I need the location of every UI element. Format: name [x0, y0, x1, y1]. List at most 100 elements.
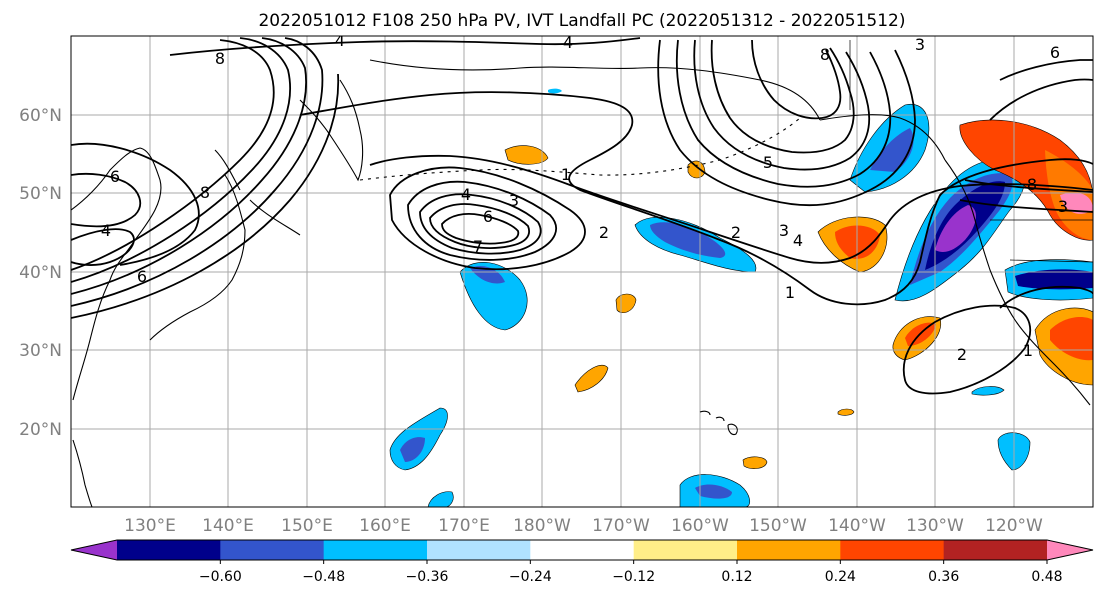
pv-label: 4: [563, 33, 573, 52]
colorbar-segment: [840, 540, 945, 560]
pv-contour-canada-6: [999, 59, 1093, 81]
colorbar-extend-low: [71, 540, 117, 560]
pv-contour-low-7: [441, 212, 520, 245]
pv-contour-low-3: [389, 166, 586, 271]
pv-contour-canada-4: [964, 179, 1093, 193]
colorbar-tick-label: 0.24: [825, 569, 856, 585]
pv-label: 8: [1027, 175, 1037, 194]
coastlines: [71, 40, 1093, 507]
pv-label: 3: [509, 191, 519, 210]
shade-positive-california-core: [1050, 317, 1093, 361]
pv-contour-labels: 4 4 8 6 8 4 6 8 3 4 6 7 3 2 1 2 3 4 5 1 …: [101, 31, 1068, 364]
pv-label: 2: [731, 223, 741, 242]
pv-label: 2: [599, 223, 609, 242]
colorbar-segment: [943, 540, 1048, 560]
pv-contour-ridge-2: [902, 304, 1032, 395]
colorbar-segment: [737, 540, 841, 560]
lat-label-30n: 30°N: [19, 341, 62, 361]
colorbar-segment: [427, 540, 531, 560]
colorbar-tick-label: −0.60: [199, 569, 242, 585]
pv-label: 4: [461, 185, 471, 204]
pv-label: 1: [561, 165, 571, 184]
pv-label: 4: [793, 231, 803, 250]
coast-japan: [149, 174, 246, 341]
pv-label: 6: [110, 167, 120, 186]
pv-label: 8: [820, 45, 830, 64]
colorbar-tick-label: −0.12: [612, 569, 655, 585]
colorbar-segment: [220, 540, 325, 560]
colorbar-segment: [117, 540, 221, 560]
pv-contour-canada-5: [989, 78, 1093, 121]
pv-label: 1: [1023, 341, 1033, 360]
pv-contour-asia-8: [71, 142, 200, 266]
colorbar-outline: [70, 539, 1094, 561]
pv-contour-trough-3: [657, 39, 916, 207]
colorbar-tick-label: −0.24: [509, 569, 552, 585]
pv-contour-low-5: [419, 193, 542, 255]
coast-kamchatka: [299, 79, 364, 182]
pv-label: 6: [137, 267, 147, 286]
shade-positive-150w-15n: [742, 456, 768, 469]
colorbar-segment: [530, 540, 635, 560]
colorbar-tick-label: −0.36: [406, 569, 449, 585]
coast-us-border: [849, 40, 1093, 263]
pv-label: 3: [915, 35, 925, 54]
pv-label: 3: [779, 221, 789, 240]
colorbar-tick-label: 0.36: [928, 569, 959, 585]
pv-contour-trough-5: [693, 39, 871, 171]
pv-contour-pacific-1: [299, 91, 1093, 306]
pv-label: 6: [483, 207, 493, 226]
pv-contour-trough-8: [751, 39, 842, 120]
pv-label: 2: [957, 345, 967, 364]
coast-hawaii: [699, 410, 738, 436]
colorbar-segment: [633, 540, 738, 560]
colorbar-tick-label: 0.48: [1031, 569, 1062, 585]
shade-positive-170w-25n: [574, 364, 609, 393]
map-panel: 4 4 8 6 8 4 6 8 3 4 6 7 3 2 1 2 3 4 5 1 …: [71, 31, 1093, 507]
shade-negative-125w-25n: [971, 386, 1005, 396]
gridlines: [71, 36, 1093, 507]
coast-north-america: [944, 159, 1091, 406]
pv-label: 4: [335, 31, 345, 50]
pv-contour-trough-4: [675, 39, 892, 188]
colorbar-tick-label: −0.48: [302, 569, 345, 585]
lon-label-140w: 140°W: [828, 516, 886, 536]
shade-negative-160e-20n-core: [400, 437, 425, 462]
shade-negative-170e: [459, 262, 528, 331]
colorbar: −0.60 −0.48 −0.36 −0.24 −0.12 0.12 0.24 0.36 0.4…: [70, 539, 1094, 585]
lat-label-20n: 20°N: [19, 420, 62, 440]
pv-contour-jet-3: [71, 37, 307, 295]
colorbar-segment: [323, 540, 428, 560]
pv-contours: [71, 37, 1093, 395]
pv-contour-asia-6: [71, 172, 142, 228]
longitude-labels: 130°E 140°E 150°E 160°E 170°E 180°W 170°…: [124, 516, 1043, 536]
shade-negative-165e-10n: [427, 491, 454, 507]
pv-contour-asia-4: [71, 228, 135, 266]
lat-label-50n: 50°N: [19, 184, 62, 204]
shade-negative-170e-core: [470, 265, 505, 284]
coast-gulf-alaska: [819, 114, 946, 161]
pv-contour-jet-4: [71, 37, 324, 307]
lon-label-170w: 170°W: [592, 516, 650, 536]
figure-title: 2022051012 F108 250 hPa PV, IVT Landfall…: [258, 11, 905, 31]
pv-label: 8: [200, 183, 210, 202]
shade-negative-california-core: [1015, 269, 1093, 290]
pv-contour-low-4: [407, 180, 557, 261]
coast-siberia-alaska: [369, 59, 821, 121]
pv-label: 5: [763, 153, 773, 172]
colorbar-extend-high: [1047, 540, 1093, 560]
pv-contour-north-4: [169, 37, 641, 56]
shade-negative-180-60n: [548, 88, 562, 94]
shade-negative-west-coast-peak: [935, 205, 976, 252]
lon-label-130w: 130°W: [906, 516, 964, 536]
lon-label-160e: 160°E: [359, 516, 411, 536]
pv-contour-ridge-1: [999, 285, 1093, 309]
shade-negative-165w-core: [650, 222, 726, 258]
lon-label-160w: 160°W: [671, 516, 729, 536]
pv-label: 6: [1050, 43, 1060, 62]
pv-contour-jet-5: [71, 73, 340, 319]
lon-label-170e: 170°E: [438, 516, 490, 536]
pv-contour-trough-6: [710, 39, 855, 154]
pv-contour-pacific-2: [369, 154, 1093, 264]
